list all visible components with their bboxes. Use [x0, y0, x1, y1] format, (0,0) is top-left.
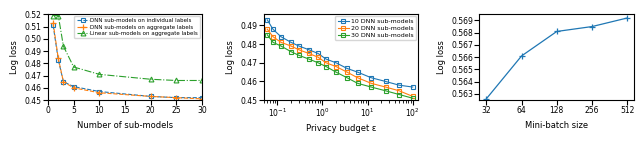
Line: DNN sub-models on aggregate labels: DNN sub-models on aggregate labels: [50, 20, 205, 102]
DNN sub-models on aggregate labels: [60, 81, 67, 83]
10 DNN sub-models: [314, 53, 322, 54]
30 DNN sub-models: [305, 58, 313, 60]
Line: 10 DNN sub-models: 10 DNN sub-models: [265, 17, 415, 90]
Line: 20 DNN sub-models: 20 DNN sub-models: [265, 27, 415, 99]
10 DNN sub-models: [277, 36, 285, 38]
20 DNN sub-models: [409, 96, 417, 97]
30 DNN sub-models: [314, 62, 322, 64]
30 DNN sub-models: [343, 77, 351, 79]
Legend: 10 DNN sub-models, 20 DNN sub-models, 30 DNN sub-models: 10 DNN sub-models, 20 DNN sub-models, 30…: [335, 16, 416, 40]
DNN sub-models on aggregate labels: [147, 96, 155, 97]
X-axis label: Privacy budget ε: Privacy budget ε: [306, 124, 376, 133]
20 DNN sub-models: [322, 62, 330, 64]
10 DNN sub-models: [396, 84, 403, 86]
30 DNN sub-models: [287, 51, 295, 52]
DNN sub-models on individual labels: [70, 86, 77, 88]
20 DNN sub-models: [269, 36, 276, 38]
30 DNN sub-models: [409, 97, 417, 99]
30 DNN sub-models: [354, 83, 362, 84]
10 DNN sub-models: [287, 41, 295, 43]
20 DNN sub-models: [343, 71, 351, 73]
30 DNN sub-models: [381, 90, 389, 92]
DNN sub-models on aggregate labels: [49, 22, 57, 24]
20 DNN sub-models: [354, 77, 362, 79]
20 DNN sub-models: [381, 86, 389, 88]
DNN sub-models on aggregate labels: [95, 92, 103, 94]
Line: Linear sub-models on aggregate labels: Linear sub-models on aggregate labels: [51, 13, 205, 83]
Linear sub-models on aggregate labels: [173, 80, 180, 81]
DNN sub-models on individual labels: [60, 81, 67, 83]
10 DNN sub-models: [381, 81, 389, 82]
30 DNN sub-models: [277, 45, 285, 47]
Linear sub-models on aggregate labels: [95, 74, 103, 75]
30 DNN sub-models: [269, 41, 276, 43]
20 DNN sub-models: [277, 41, 285, 43]
X-axis label: Number of sub-models: Number of sub-models: [77, 121, 173, 130]
10 DNN sub-models: [305, 49, 313, 51]
10 DNN sub-models: [354, 71, 362, 73]
DNN sub-models on individual labels: [198, 97, 206, 99]
30 DNN sub-models: [322, 66, 330, 67]
30 DNN sub-models: [295, 54, 303, 56]
DNN sub-models on individual labels: [95, 91, 103, 92]
DNN sub-models on individual labels: [54, 59, 62, 60]
DNN sub-models on individual labels: [173, 97, 180, 99]
Linear sub-models on aggregate labels: [54, 15, 62, 16]
Line: 30 DNN sub-models: 30 DNN sub-models: [265, 32, 415, 101]
10 DNN sub-models: [322, 58, 330, 60]
30 DNN sub-models: [264, 34, 271, 36]
DNN sub-models on aggregate labels: [173, 97, 180, 99]
DNN sub-models on aggregate labels: [54, 58, 62, 59]
20 DNN sub-models: [264, 28, 271, 30]
Linear sub-models on aggregate labels: [60, 45, 67, 47]
Y-axis label: Log loss: Log loss: [226, 40, 235, 74]
DNN sub-models on individual labels: [49, 24, 57, 26]
10 DNN sub-models: [409, 86, 417, 88]
X-axis label: Mini-batch size: Mini-batch size: [525, 121, 588, 130]
20 DNN sub-models: [396, 90, 403, 92]
10 DNN sub-models: [295, 45, 303, 47]
Y-axis label: Log loss: Log loss: [10, 40, 19, 74]
20 DNN sub-models: [287, 45, 295, 47]
20 DNN sub-models: [295, 49, 303, 51]
10 DNN sub-models: [367, 77, 375, 79]
20 DNN sub-models: [332, 66, 340, 67]
20 DNN sub-models: [305, 53, 313, 54]
10 DNN sub-models: [264, 19, 271, 21]
10 DNN sub-models: [332, 62, 340, 64]
10 DNN sub-models: [269, 28, 276, 30]
Linear sub-models on aggregate labels: [49, 15, 57, 16]
10 DNN sub-models: [343, 67, 351, 69]
20 DNN sub-models: [367, 83, 375, 84]
Legend: DNN sub-models on individual labels, DNN sub-models on aggregate labels, Linear : DNN sub-models on individual labels, DNN…: [74, 16, 200, 38]
Line: DNN sub-models on individual labels: DNN sub-models on individual labels: [51, 23, 205, 100]
30 DNN sub-models: [332, 71, 340, 73]
20 DNN sub-models: [314, 56, 322, 58]
30 DNN sub-models: [367, 86, 375, 88]
Y-axis label: Log loss: Log loss: [437, 40, 446, 74]
Linear sub-models on aggregate labels: [147, 78, 155, 80]
Linear sub-models on aggregate labels: [70, 66, 77, 68]
DNN sub-models on aggregate labels: [70, 87, 77, 89]
Linear sub-models on aggregate labels: [198, 80, 206, 81]
DNN sub-models on individual labels: [147, 96, 155, 97]
30 DNN sub-models: [396, 94, 403, 95]
DNN sub-models on aggregate labels: [198, 98, 206, 100]
